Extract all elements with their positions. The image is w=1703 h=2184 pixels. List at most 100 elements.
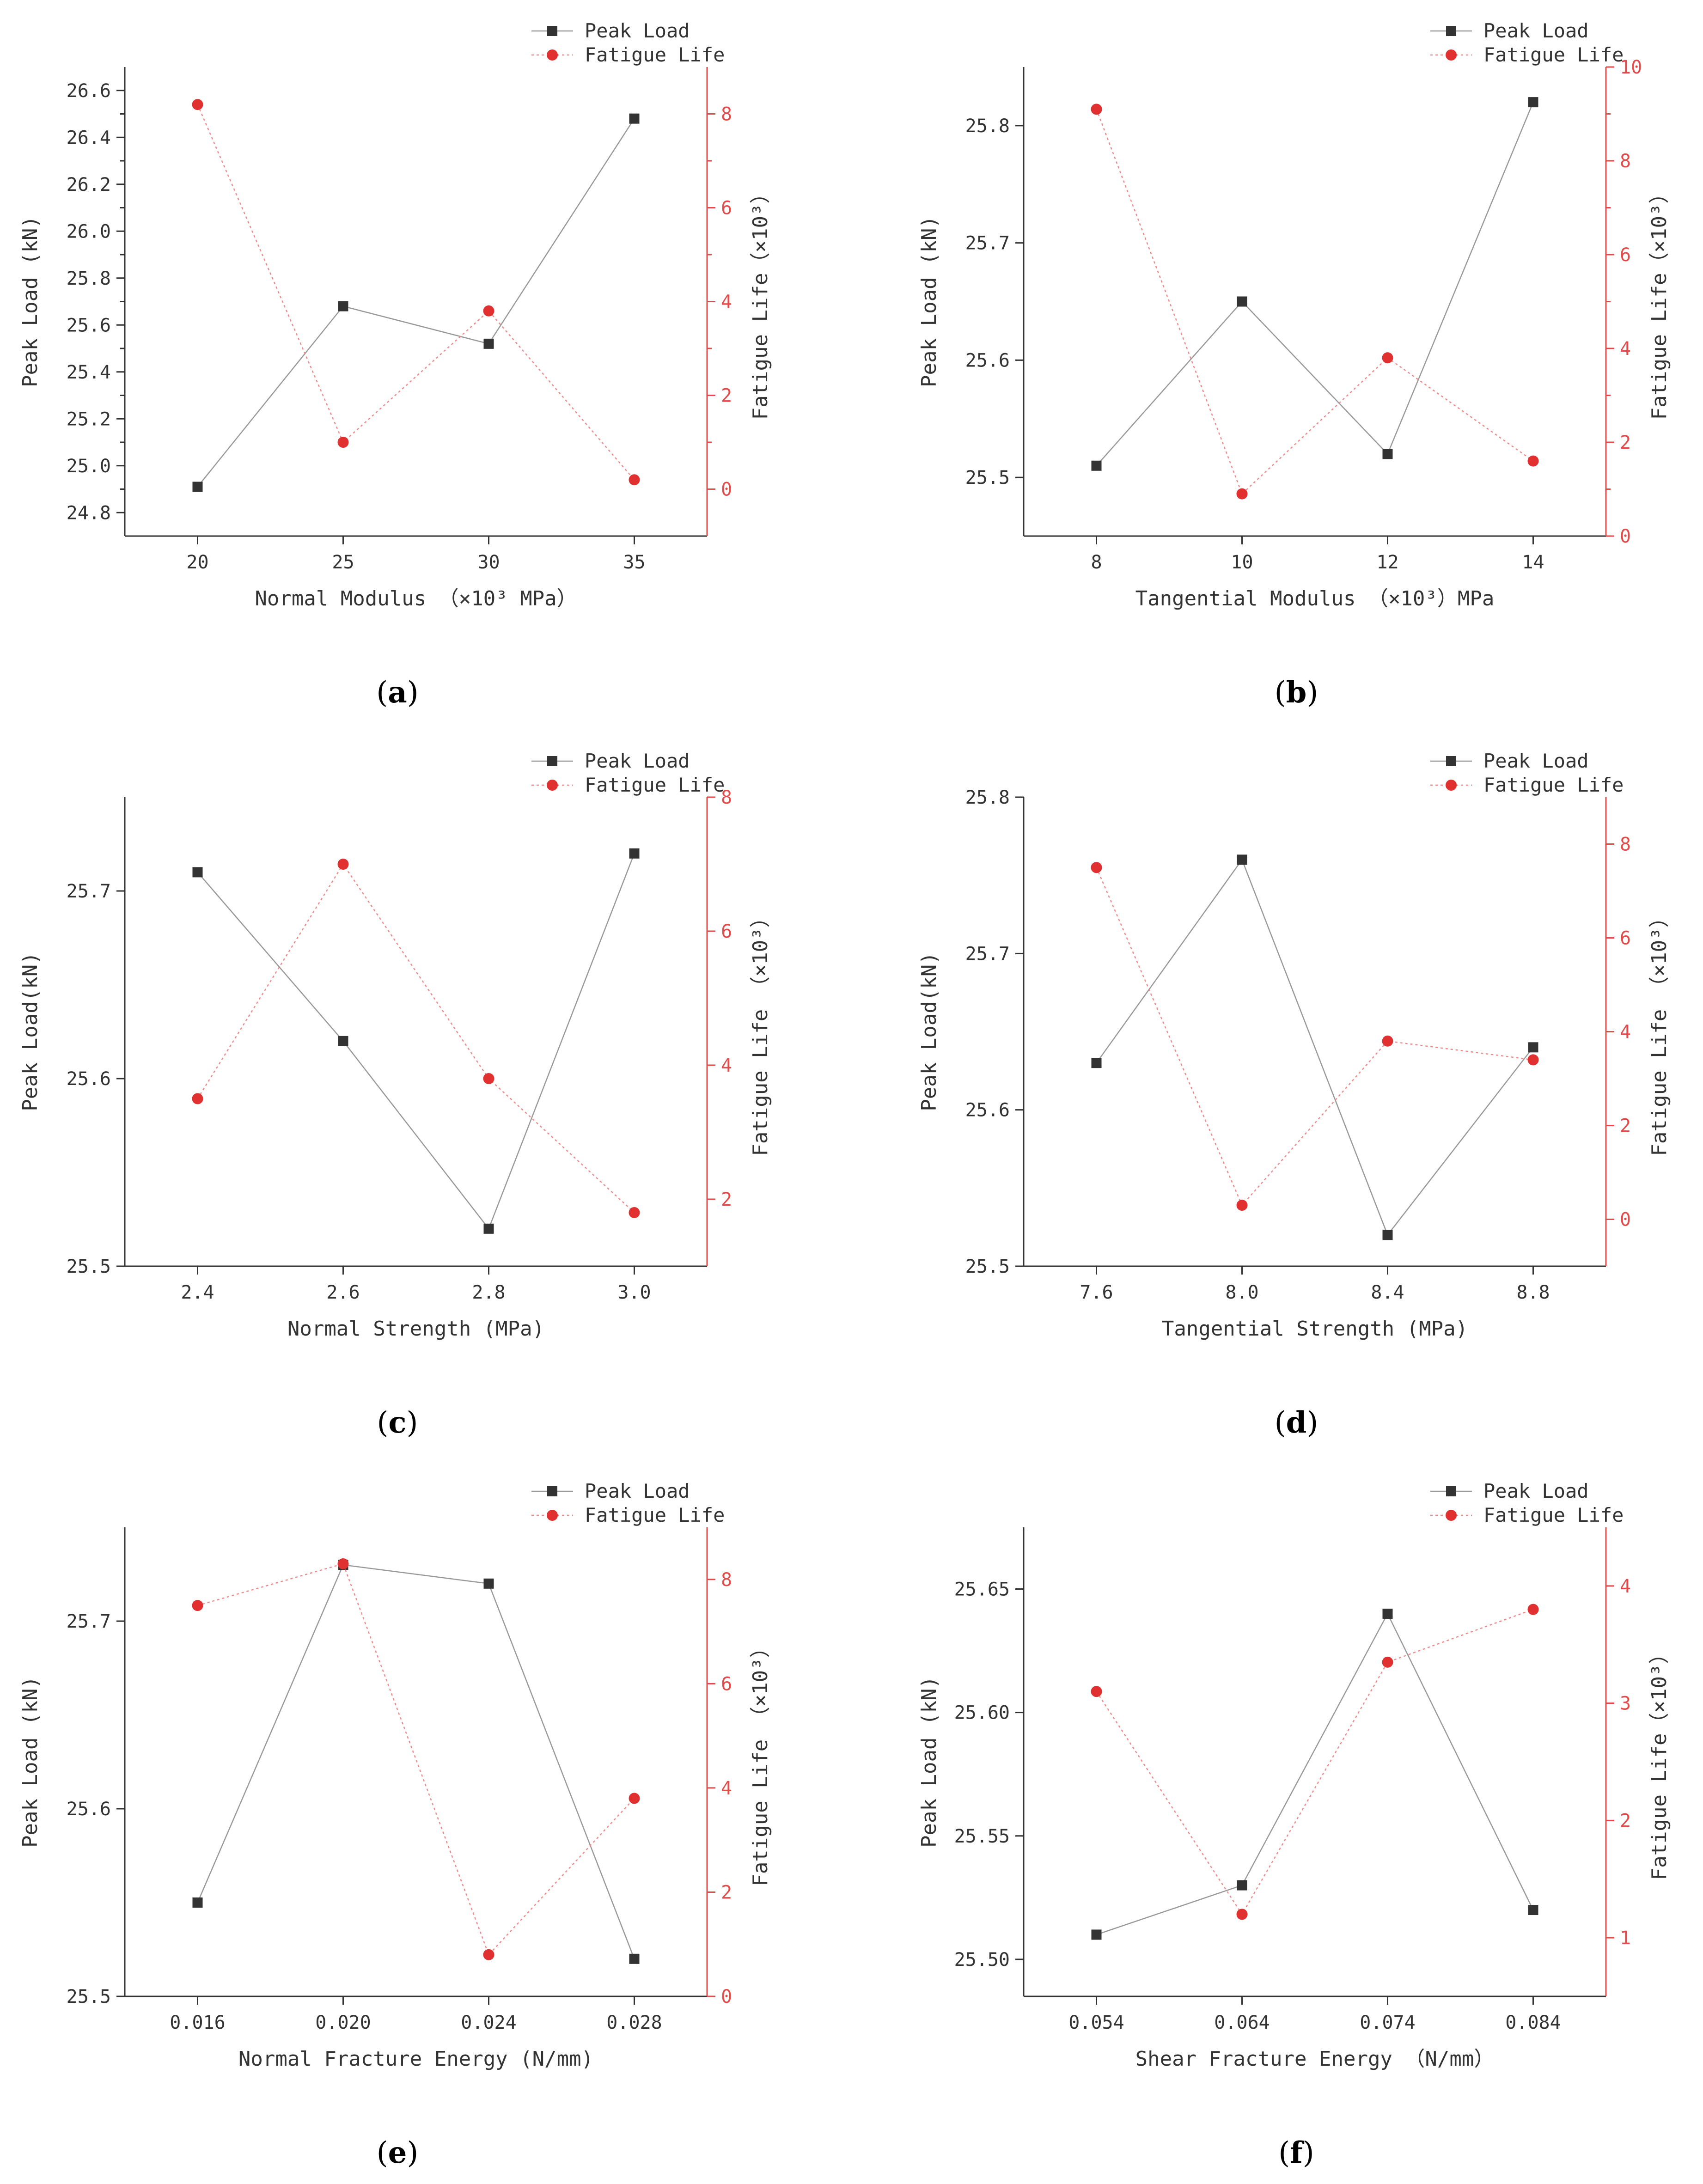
x-axis-title: Tangential Strength (MPa) [1162,1317,1468,1341]
x-tick-label: 8.8 [1516,1282,1550,1303]
panel-paren-close: ) [407,676,419,710]
panel-paren-open: ( [1275,676,1286,710]
x-axis-title: Normal Fracture Energy (N/mm) [238,2047,593,2071]
panel-letter: a [388,675,407,710]
y-axis-title: Peak Load(kN) [18,952,42,1111]
fatigue-life-line [1096,1609,1533,1916]
x-tick-label: 0.074 [1360,2012,1415,2033]
fatigue-life-point [337,859,349,870]
chart-panel-c: 25.5 25.6 25.7 2 4 6 8 2.4 2.6 2.8 3.0 Normal Stren… [18,750,772,1440]
y-tick-label: 25.5 [67,1986,111,2007]
y2-tick-label: 8 [721,104,732,125]
x-tick-label: 10 [1231,552,1253,573]
peak-load-point [338,1036,348,1046]
y2-tick-label: 6 [1620,928,1631,949]
y-tick-label: 25.5 [965,467,1010,488]
legend-fatigue-label: Fatigue Life [1483,43,1624,66]
fatigue-life-point [1236,1200,1248,1211]
peak-load-line [197,853,635,1230]
peak-load-line [197,1564,635,1959]
fatigue-life-point [1527,455,1539,467]
fatigue-life-point [192,1093,203,1104]
fatigue-life-point [1091,1686,1102,1697]
peak-load-point [1237,296,1247,307]
y2-tick-label: 0 [721,479,732,500]
y2-tick-label: 2 [1620,1116,1631,1137]
y-tick-label: 25.65 [954,1579,1010,1600]
legend-peak-marker [1446,1486,1456,1496]
y-tick-label: 25.7 [67,1611,111,1632]
peak-load-line [1096,102,1534,466]
panel-label: (e) [377,2135,419,2170]
legend-fatigue-label: Fatigue Life [585,1504,725,1526]
x-tick-label: 0.084 [1505,2012,1561,2033]
legend-peak-marker [1446,26,1456,36]
fatigue-life-point [483,305,494,317]
y-tick-label: 25.8 [965,116,1010,137]
x-axis-title: Shear Fracture Energy （N/mm） [1135,2047,1495,2071]
y-tick-label: 25.8 [965,787,1010,808]
fatigue-life-point [1382,352,1393,364]
fatigue-life-point [1527,1604,1539,1615]
y-tick-label: 25.5 [67,1256,111,1277]
peak-load-point [192,482,203,492]
y2-tick-label: 0 [721,1986,732,2007]
y2-axis-title: Fatigue Life（×10³） [1648,1644,1671,1880]
y-tick-label: 25.6 [965,1100,1010,1121]
panel-letter: e [388,2135,407,2170]
fatigue-life-point [192,1600,203,1611]
panel-paren-close: ) [407,2136,418,2170]
y-axis-title: Peak Load (kN) [917,1676,941,1848]
y2-tick-label: 1 [1620,1928,1631,1949]
panel-paren-open: ( [377,2136,388,2170]
y-axis-title: Peak Load(kN) [917,952,941,1111]
y2-tick-label: 6 [721,198,732,219]
peak-load-point [629,113,640,124]
legend-peak-marker [547,26,557,36]
x-tick-label: 30 [477,552,500,573]
legend-fatigue-marker [547,780,558,791]
fatigue-life-line [197,863,635,1213]
y2-tick-label: 4 [721,1778,732,1799]
peak-load-line [197,118,635,488]
fatigue-life-point [1382,1035,1393,1047]
y2-axis-title: Fatigue Life （×10³） [749,907,772,1156]
y-tick-label: 25.7 [965,943,1010,964]
y-tick-label: 25.7 [67,881,111,902]
x-tick-label: 20 [186,552,208,573]
y2-tick-label: 2 [721,1882,732,1903]
x-tick-label: 2.4 [181,1282,214,1303]
y2-tick-label: 10 [1620,57,1642,78]
panel-label: (f) [1278,2135,1314,2170]
legend-fatigue-label: Fatigue Life [1483,774,1624,796]
x-axis-title: Tangential Modulus （×10³）MPa [1135,587,1495,610]
y2-tick-label: 4 [721,292,732,313]
panel-paren-open: ( [1275,1406,1286,1440]
legend-peak-marker [1446,756,1456,766]
panel-paren-close: ) [406,1406,418,1440]
peak-load-line [1096,858,1534,1236]
panel-paren-close: ) [1306,1406,1318,1440]
peak-load-point [192,867,203,878]
y-axis-title: Peak Load (kN) [18,216,42,387]
peak-load-point [1091,1058,1102,1068]
y-tick-label: 24.8 [67,502,111,524]
y2-tick-label: 2 [721,385,732,407]
fatigue-life-line [1096,867,1533,1207]
legend-peak-marker [547,1486,557,1496]
fatigue-life-point [1236,488,1248,500]
y-tick-label: 26.2 [67,174,111,195]
y2-tick-label: 2 [1620,432,1631,453]
y-axis-title: Peak Load (kN) [18,1676,42,1848]
fatigue-life-point [1527,1054,1539,1066]
y2-tick-label: 8 [721,1569,732,1591]
legend-peak-label: Peak Load [585,750,690,772]
legend-fatigue-marker [547,49,558,61]
x-tick-label: 2.6 [326,1282,360,1303]
fatigue-life-point [629,1207,640,1218]
fatigue-life-point [483,1949,494,1960]
x-tick-label: 0.028 [606,2012,662,2033]
